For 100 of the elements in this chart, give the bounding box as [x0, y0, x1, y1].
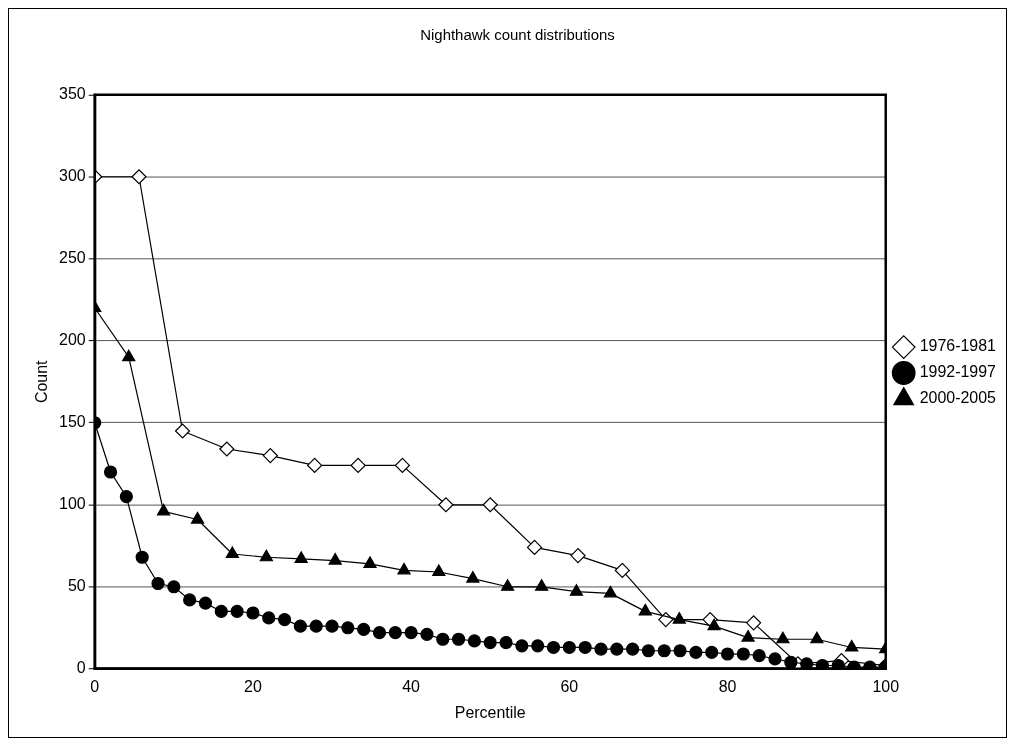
point — [562, 640, 576, 655]
point — [404, 626, 418, 640]
point — [705, 645, 719, 659]
point — [672, 612, 686, 624]
point — [436, 632, 450, 646]
point — [214, 604, 228, 618]
legend-label: 2000-2005 — [919, 389, 997, 407]
point — [432, 564, 446, 577]
x-tick-label: 40 — [402, 677, 421, 695]
point — [569, 584, 584, 596]
point — [736, 647, 750, 661]
point — [499, 635, 513, 650]
point — [438, 497, 454, 513]
y-tick-label: 50 — [67, 577, 86, 595]
point — [784, 655, 798, 669]
point — [689, 645, 703, 659]
point — [119, 490, 133, 504]
point — [845, 639, 859, 652]
point — [500, 579, 515, 591]
point — [341, 621, 355, 635]
point — [534, 579, 549, 591]
point — [388, 626, 402, 640]
point — [262, 448, 278, 464]
point — [810, 631, 824, 644]
x-tick-label: 0 — [90, 677, 100, 695]
point — [103, 465, 118, 479]
point — [657, 644, 671, 658]
point — [190, 511, 205, 524]
point — [626, 642, 640, 656]
point — [372, 626, 387, 640]
point — [658, 612, 674, 628]
point — [483, 635, 497, 650]
point — [638, 603, 652, 616]
point — [752, 649, 766, 663]
point — [546, 640, 561, 655]
legend-label: 1976-1981 — [919, 337, 997, 355]
point — [614, 562, 630, 578]
point — [198, 596, 213, 610]
point — [122, 349, 136, 362]
y-axis-title: Count — [32, 359, 50, 404]
x-tick-label: 100 — [872, 677, 900, 695]
point — [720, 647, 735, 661]
point — [156, 503, 171, 516]
y-tick-label: 300 — [59, 167, 86, 185]
point — [482, 497, 498, 513]
point — [183, 593, 197, 607]
point — [259, 549, 274, 562]
point — [294, 551, 308, 563]
point — [515, 639, 529, 653]
point — [363, 556, 377, 568]
x-tick-label: 60 — [560, 677, 579, 695]
point — [452, 632, 466, 646]
point — [641, 644, 656, 658]
point — [466, 571, 480, 583]
point — [800, 657, 814, 669]
x-axis-title: Percentile — [454, 703, 526, 721]
point — [526, 539, 543, 555]
point — [746, 615, 762, 631]
point — [307, 457, 323, 473]
point — [131, 169, 147, 185]
point — [570, 548, 586, 564]
x-tick-label: 20 — [244, 677, 262, 695]
point — [741, 630, 755, 642]
point — [350, 457, 366, 473]
y-tick-label: 200 — [59, 331, 86, 349]
point — [309, 619, 323, 633]
point — [325, 619, 339, 633]
point — [815, 658, 830, 669]
y-tick-label: 150 — [59, 413, 86, 431]
y-tick-label: 100 — [59, 495, 86, 513]
point — [578, 640, 592, 655]
y-tick-label: 0 — [76, 659, 86, 677]
y-tick-label: 350 — [59, 85, 86, 103]
point — [673, 644, 687, 658]
point — [397, 562, 411, 575]
point — [707, 618, 721, 631]
point — [225, 546, 240, 559]
point — [328, 552, 342, 565]
point — [420, 627, 434, 641]
point — [768, 652, 782, 666]
y-tick-label: 250 — [59, 249, 86, 267]
point — [135, 550, 149, 564]
legend-label: 1992-1997 — [919, 363, 997, 381]
point — [246, 606, 260, 620]
point — [167, 580, 181, 594]
point — [262, 611, 276, 625]
x-tick-label: 80 — [718, 677, 737, 695]
point — [603, 585, 618, 598]
point — [230, 604, 244, 618]
point — [277, 613, 292, 627]
point — [174, 423, 191, 439]
point — [776, 631, 790, 644]
point — [467, 634, 481, 648]
point — [357, 622, 371, 637]
point — [394, 457, 411, 473]
point — [594, 642, 608, 656]
point — [531, 639, 545, 653]
point — [610, 642, 624, 656]
point — [219, 441, 235, 457]
chart-title: Nighthawk count distributions — [420, 26, 615, 44]
